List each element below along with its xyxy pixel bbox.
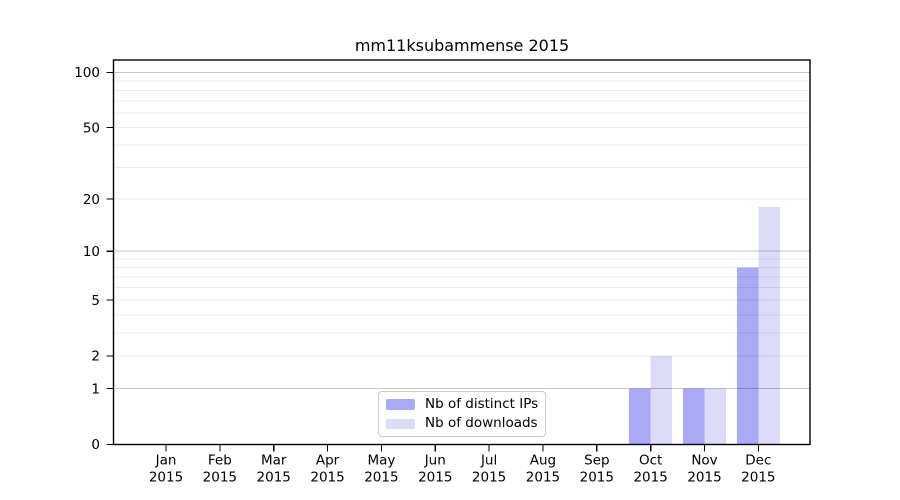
y-tick-label-5: 5 [91, 293, 100, 309]
x-tick-label-year-jun: 2015 [418, 470, 452, 486]
y-tick-label-100: 100 [74, 65, 100, 81]
x-tick-label-year-nov: 2015 [687, 470, 721, 486]
x-tick-label-month-may: May [367, 453, 395, 469]
legend-item-distinct-ips: Nb of distinct IPs [386, 395, 539, 413]
x-tick-label-month-apr: Apr [316, 453, 340, 469]
x-tick-label-year-sep: 2015 [580, 470, 614, 486]
bar-downloads-nov [704, 388, 726, 445]
x-tick-label-year-oct: 2015 [633, 470, 667, 486]
chart-title: mm11ksubammense 2015 [354, 36, 570, 55]
x-tick-label-year-apr: 2015 [310, 470, 344, 486]
x-tick-label-month-sep: Sep [584, 453, 609, 469]
x-tick-label-year-feb: 2015 [203, 470, 237, 486]
y-tick-label-1: 1 [91, 381, 100, 397]
axes-spines [112, 59, 811, 446]
legend-label-distinct-ips: Nb of distinct IPs [425, 395, 539, 412]
x-tick-label-month-jun: Jun [424, 453, 446, 469]
x-tick-label-month-jan: Jan [155, 453, 177, 469]
y-tick-label-50: 50 [83, 120, 100, 136]
y-tick-label-0: 0 [91, 437, 100, 453]
x-tick-label-year-jan: 2015 [149, 470, 183, 486]
x-tick-label-year-dec: 2015 [741, 470, 775, 486]
y-tick-label-10: 10 [83, 244, 100, 260]
legend: Nb of distinct IPs Nb of downloads [378, 391, 546, 437]
x-tick-label-month-aug: Aug [530, 453, 556, 469]
legend-swatch-downloads [386, 418, 415, 429]
x-tick-label-month-feb: Feb [208, 453, 232, 469]
bar-distinct-ips-nov [683, 388, 705, 445]
x-tick-label-year-may: 2015 [364, 470, 398, 486]
x-tick-label-month-mar: Mar [261, 453, 287, 469]
legend-label-downloads: Nb of downloads [425, 415, 538, 431]
x-tick-label-month-jul: Jul [480, 453, 497, 469]
y-tick-label-20: 20 [83, 192, 100, 208]
bar-downloads-oct [650, 355, 673, 445]
x-tick-label-month-oct: Oct [639, 453, 662, 469]
x-tick-label-month-nov: Nov [691, 453, 717, 469]
x-tick-label-year-jul: 2015 [472, 470, 506, 486]
bar-distinct-ips-oct [629, 388, 651, 445]
bar-downloads-dec [758, 207, 780, 445]
x-tick-label-year-aug: 2015 [526, 470, 560, 486]
bar-distinct-ips-dec [736, 267, 759, 445]
x-tick-label-month-dec: Dec [745, 453, 771, 469]
legend-item-downloads: Nb of downloads [386, 415, 538, 433]
legend-swatch-distinct-ips [386, 399, 415, 410]
y-tick-label-2: 2 [91, 349, 100, 365]
x-tick-label-year-mar: 2015 [257, 470, 291, 486]
